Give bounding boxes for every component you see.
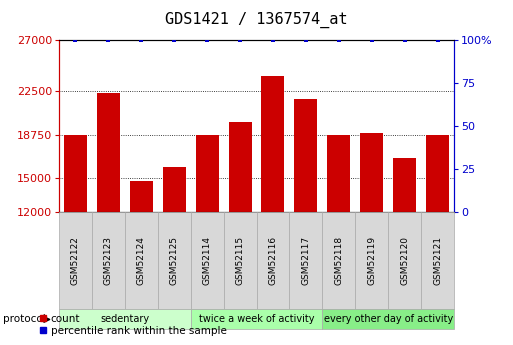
Text: sedentary: sedentary (100, 315, 149, 324)
Text: GSM52117: GSM52117 (301, 236, 310, 285)
Text: GSM52116: GSM52116 (268, 236, 278, 285)
Bar (426, 135, 449, 212)
Bar (262, 77, 285, 212)
Bar (195, 135, 219, 212)
Bar (130, 181, 153, 212)
Legend: count, percentile rank within the sample: count, percentile rank within the sample (36, 310, 231, 340)
Bar (294, 99, 318, 212)
Text: GSM52123: GSM52123 (104, 236, 113, 285)
Text: GSM52119: GSM52119 (367, 236, 376, 285)
Bar (360, 133, 383, 212)
Text: GSM52115: GSM52115 (235, 236, 245, 285)
Text: GSM52118: GSM52118 (334, 236, 343, 285)
Text: GSM52125: GSM52125 (170, 236, 179, 285)
Text: GSM52121: GSM52121 (433, 236, 442, 285)
Text: twice a week of activity: twice a week of activity (199, 315, 314, 324)
Text: GSM52120: GSM52120 (400, 236, 409, 285)
Bar (64, 135, 87, 212)
Bar (97, 92, 120, 212)
Text: GSM52122: GSM52122 (71, 236, 80, 285)
Text: GDS1421 / 1367574_at: GDS1421 / 1367574_at (165, 12, 348, 28)
Text: protocol: protocol (3, 315, 45, 324)
Text: GSM52124: GSM52124 (137, 236, 146, 285)
Bar (327, 135, 350, 212)
Bar (228, 122, 251, 212)
Text: every other day of activity: every other day of activity (324, 315, 453, 324)
Bar (393, 158, 416, 212)
Bar (163, 167, 186, 212)
Text: GSM52114: GSM52114 (203, 236, 212, 285)
